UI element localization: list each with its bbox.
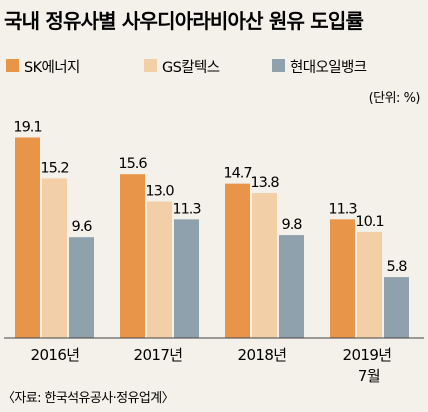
bar-gs-3 <box>357 231 382 338</box>
bar-gs-1 <box>147 201 172 338</box>
bar-hyundai-1 <box>174 219 199 338</box>
bar-sk-0 <box>15 137 40 338</box>
category-label-2016: 2016년 <box>31 346 80 364</box>
legend-label-hyundai: 현대오일뱅크 <box>290 59 367 76</box>
bar-sk-2 <box>225 183 250 338</box>
value-label-sk-1: 15.6 <box>118 156 147 172</box>
value-label-hyundai-2: 9.8 <box>281 217 302 233</box>
legend: SK에너지 GS칼텍스 현대오일뱅크 <box>6 59 367 76</box>
legend-swatch-sk <box>6 59 19 72</box>
value-label-sk-2: 14.7 <box>223 166 251 182</box>
bars-layer: 19.115.29.615.613.011.314.713.89.811.310… <box>13 119 409 338</box>
category-label-2019: 2019년 <box>343 346 392 364</box>
value-label-gs-0: 15.2 <box>40 160 68 176</box>
category-label-2017: 2017년 <box>134 346 183 364</box>
category-label-2018: 2018년 <box>238 346 287 364</box>
legend-label-gs: GS칼텍스 <box>162 59 220 76</box>
bar-sk-1 <box>120 174 145 338</box>
legend-swatch-gs <box>144 59 157 72</box>
category-label-2019-month: 7월 <box>358 367 380 385</box>
bar-hyundai-0 <box>69 237 94 338</box>
value-label-gs-3: 10.1 <box>355 214 383 230</box>
legend-label-sk: SK에너지 <box>24 59 80 76</box>
chart-title: 국내 정유사별 사우디아라비아산 원유 도입률 <box>4 9 363 33</box>
legend-swatch-hyundai <box>272 59 285 72</box>
category-labels: 2016년 2017년 2018년 2019년 7월 <box>31 346 393 385</box>
value-label-hyundai-1: 11.3 <box>172 201 201 217</box>
bar-hyundai-2 <box>279 235 304 338</box>
value-label-gs-1: 13.0 <box>145 184 174 200</box>
bar-sk-3 <box>330 219 355 338</box>
bar-hyundai-3 <box>384 277 409 338</box>
value-label-hyundai-0: 9.6 <box>71 219 92 235</box>
value-label-gs-2: 13.8 <box>250 175 279 191</box>
bar-gs-0 <box>42 178 67 338</box>
value-label-hyundai-3: 5.8 <box>386 259 407 275</box>
value-label-sk-0: 19.1 <box>13 119 41 135</box>
unit-label: (단위: %) <box>369 91 420 106</box>
source-note: 〈자료: 한국석유공사·정유업계〉 <box>2 391 174 406</box>
value-label-sk-3: 11.3 <box>328 201 357 217</box>
bar-gs-2 <box>252 193 277 338</box>
